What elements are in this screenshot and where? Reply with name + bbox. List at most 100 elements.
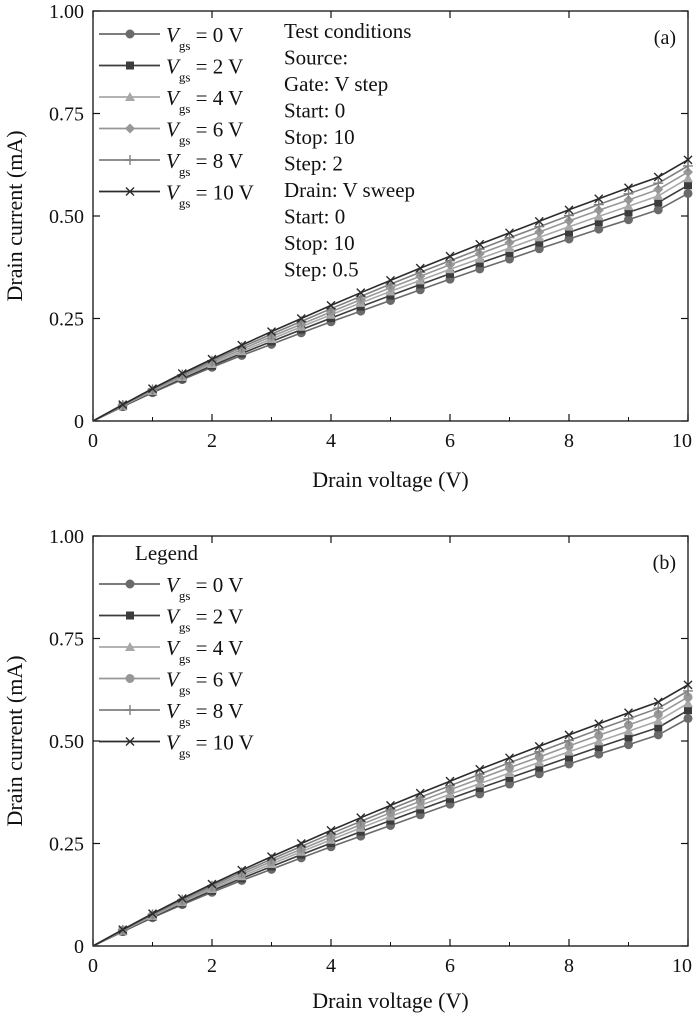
data-point [296, 839, 306, 848]
legend-swatch-marker [125, 674, 135, 683]
data-point [653, 178, 664, 189]
data-point [683, 685, 693, 696]
data-point [118, 925, 128, 935]
legend-entry: Vgs = 2 V [166, 605, 243, 635]
legend-entry: Vgs = 4 V [166, 636, 243, 666]
data-point [177, 893, 187, 903]
data-point [475, 784, 484, 793]
y-tick-label: 0.25 [49, 834, 84, 856]
test-condition-line: Start: 0 [284, 205, 345, 229]
x-tick-label: 2 [207, 955, 217, 977]
y-tick-label: 1.00 [49, 1, 84, 23]
data-point [416, 280, 425, 289]
test-condition-line: Step: 0.5 [284, 258, 359, 282]
legend-swatch-marker [125, 642, 135, 651]
data-point [534, 221, 545, 232]
data-point [624, 740, 633, 750]
data-point [623, 195, 634, 206]
data-point [565, 753, 573, 762]
data-point [564, 730, 574, 740]
legend-entry-label: = 6 V [190, 668, 243, 692]
test-condition-line: Step: 2 [284, 152, 343, 176]
series-8V [92, 685, 693, 947]
legend-entry-label: = 10 V [190, 181, 253, 205]
data-point [593, 736, 604, 746]
legend-swatch-marker [125, 92, 135, 101]
data-point [475, 259, 484, 268]
data-point [505, 248, 514, 257]
data-point [386, 275, 395, 285]
y-axis-label: Drain current (mA) [2, 130, 27, 301]
legend-swatch-marker [125, 123, 135, 134]
data-point [505, 228, 514, 238]
data-point [654, 723, 663, 732]
data-point [653, 172, 663, 182]
x-axis-label: Drain voltage (V) [312, 988, 468, 1013]
data-point [474, 769, 485, 780]
data-point [535, 763, 544, 772]
data-point [594, 194, 604, 204]
data-point [624, 733, 633, 742]
data-point [564, 221, 574, 231]
data-point [445, 776, 455, 786]
x-tick-label: 2 [207, 430, 217, 452]
data-point [148, 909, 157, 919]
data-point [653, 703, 664, 714]
legend-entry: Vgs = 2 V [166, 55, 243, 85]
data-point [534, 741, 544, 751]
data-point [534, 746, 545, 757]
legend-entry: Vgs = 6 V [166, 118, 243, 148]
test-condition-line: Stop: 10 [284, 231, 355, 255]
legend-swatch-marker [125, 579, 135, 589]
data-point [623, 726, 634, 736]
data-point [445, 255, 455, 266]
data-point [474, 244, 485, 255]
legend-swatch-marker [126, 611, 134, 620]
data-point [118, 400, 128, 410]
data-point [593, 205, 604, 216]
data-point [683, 173, 693, 183]
x-axis-label: Drain voltage (V) [312, 467, 468, 492]
data-point [534, 226, 545, 237]
chart-panel-b: 0 2 4 6 8 10 0 0.25 0.50 0.75 1.00 Drain voltage (V… [2, 526, 693, 1013]
data-point [564, 735, 574, 746]
legend-entry-label: = 4 V [190, 86, 243, 110]
x-tick-label: 8 [564, 955, 574, 977]
data-point [475, 764, 485, 774]
data-point [535, 238, 544, 247]
data-point [207, 879, 217, 889]
legend-entry-label: = 0 V [190, 573, 243, 597]
data-point [594, 218, 603, 227]
data-point [446, 794, 454, 803]
legend-entry: Vgs = 0 V [166, 573, 243, 603]
data-point [653, 205, 663, 215]
data-point [445, 251, 455, 261]
legend-entry-label: = 6 V [190, 118, 243, 142]
data-point [683, 167, 693, 178]
data-point [594, 743, 603, 752]
data-point [565, 228, 573, 237]
data-point [446, 269, 454, 278]
test-conditions-note: Test conditions Source:Gate: V step Start:… [284, 19, 415, 282]
x-tick-label: 8 [564, 430, 574, 452]
data-point [415, 788, 425, 798]
legend-swatch-marker [125, 29, 135, 39]
y-tick-label: 0 [74, 936, 84, 958]
data-point [386, 291, 395, 300]
test-condition-line: Drain: V sweep [284, 178, 415, 202]
data-point [505, 773, 514, 782]
data-point [683, 698, 693, 708]
data-point [593, 211, 604, 221]
data-point [653, 190, 664, 200]
legend-entry: Vgs = 10 V [166, 181, 254, 211]
data-point [654, 198, 663, 207]
data-point [504, 757, 515, 768]
legend-entry-label: = 2 V [190, 55, 243, 79]
data-point [624, 183, 633, 193]
data-point [624, 708, 633, 718]
test-condition-line: Start: 0 [284, 99, 345, 123]
data-point [594, 719, 604, 729]
data-point [504, 232, 515, 243]
